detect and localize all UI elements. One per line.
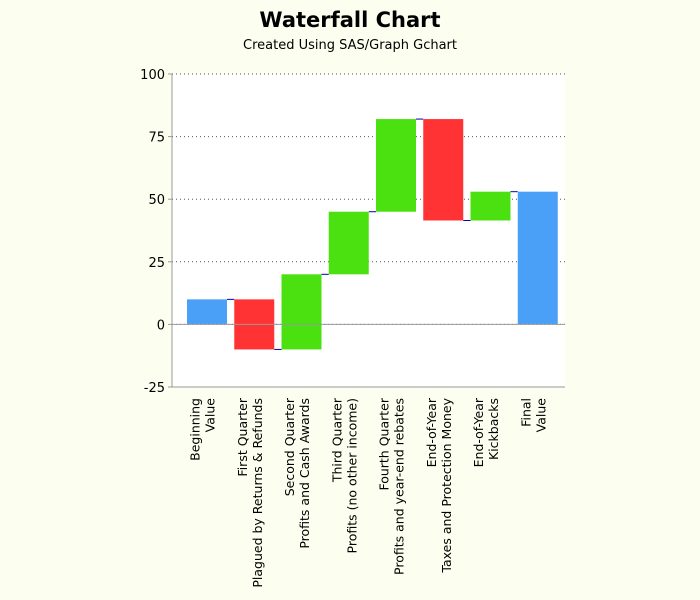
y-tick-label: 75 bbox=[148, 131, 165, 146]
x-tick-label: Fourth Quarter bbox=[377, 397, 392, 490]
y-tick-label: -25 bbox=[144, 381, 165, 396]
bar bbox=[470, 191, 511, 221]
x-tick-label: Second Quarter bbox=[282, 397, 297, 496]
x-tick-label: Beginning bbox=[188, 398, 203, 461]
bar bbox=[281, 274, 322, 350]
x-tick-label: End-of-Year bbox=[424, 397, 439, 467]
x-tick-label: Third Quarter bbox=[329, 397, 344, 483]
y-tick-label: 25 bbox=[148, 256, 165, 271]
y-tick-label: 100 bbox=[140, 68, 165, 83]
x-tick-label: Kickbacks bbox=[486, 398, 501, 460]
bar bbox=[376, 119, 416, 212]
bar bbox=[187, 299, 227, 325]
x-tick-label: Profits and Cash Awards bbox=[297, 398, 312, 549]
bar bbox=[517, 191, 558, 325]
chart-subtitle: Created Using SAS/Graph Gchart bbox=[243, 38, 457, 53]
x-labels: Beginning Value First Quarter Plagued by Re… bbox=[188, 397, 549, 587]
x-tick-label: First Quarter bbox=[235, 397, 250, 476]
axes bbox=[171, 74, 565, 388]
x-tick-label: Value bbox=[203, 398, 218, 433]
x-tick-label: Taxes and Protection Money bbox=[439, 397, 454, 573]
x-tick-label: Profits (no other income) bbox=[344, 398, 359, 553]
bar bbox=[423, 119, 464, 221]
x-tick-label: Value bbox=[533, 398, 548, 433]
x-tick-label: End-of-Year bbox=[471, 397, 486, 467]
x-tick-label: Plagued by Returns & Refunds bbox=[250, 398, 265, 588]
x-tick-label: Profits and year-end rebates bbox=[392, 398, 407, 575]
x-tick-label: Final bbox=[518, 398, 533, 427]
y-ticks: -25 0 25 50 75 100 bbox=[140, 68, 172, 396]
bar bbox=[328, 211, 369, 275]
chart-title: Waterfall Chart bbox=[259, 8, 441, 32]
y-tick-label: 0 bbox=[157, 318, 165, 333]
y-tick-label: 50 bbox=[148, 193, 165, 208]
connector-lines bbox=[227, 118, 518, 350]
